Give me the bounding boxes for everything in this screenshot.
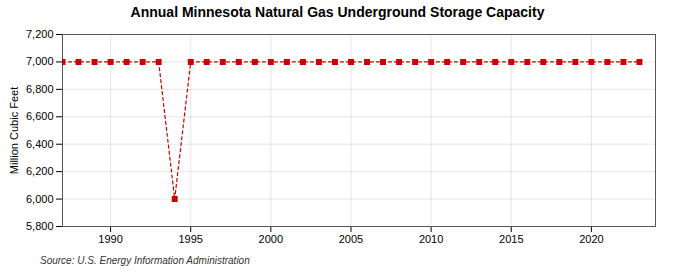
svg-text:Million Cubic Feet: Million Cubic Feet: [8, 87, 20, 174]
svg-text:1995: 1995: [178, 233, 202, 245]
svg-text:6,800: 6,800: [26, 83, 54, 95]
svg-text:5,800: 5,800: [26, 220, 54, 232]
svg-text:6,000: 6,000: [26, 193, 54, 205]
svg-text:2005: 2005: [339, 233, 363, 245]
svg-text:2010: 2010: [419, 233, 443, 245]
svg-text:6,600: 6,600: [26, 110, 54, 122]
svg-text:7,200: 7,200: [26, 28, 54, 40]
svg-text:7,000: 7,000: [26, 55, 54, 67]
svg-text:2020: 2020: [579, 233, 603, 245]
html-text:Source: U.S. Energy Informatio: Source: U.S. Energy Information Administ…: [40, 255, 250, 266]
svg-text:1990: 1990: [98, 233, 122, 245]
svg-text:6,400: 6,400: [26, 138, 54, 150]
html-text:Annual Minnesota Natural Gas U: Annual Minnesota Natural Gas Underground…: [130, 4, 545, 20]
svg-text:2015: 2015: [499, 233, 523, 245]
svg-text:6,200: 6,200: [26, 165, 54, 177]
svg-text:2000: 2000: [259, 233, 283, 245]
